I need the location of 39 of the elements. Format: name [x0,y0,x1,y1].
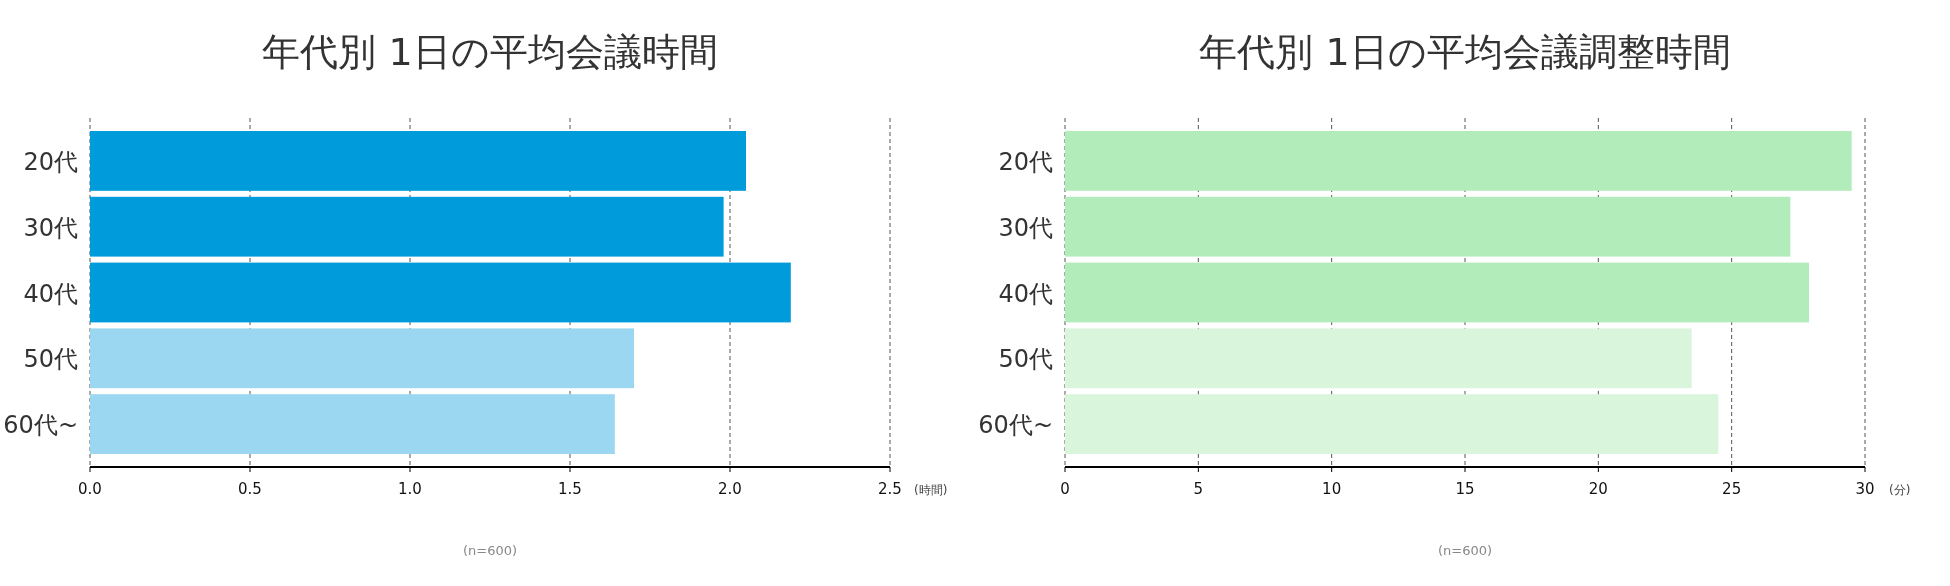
text: (n=600) [462,543,518,558]
x-tick-label: 25 [1722,480,1742,498]
x-tick-label: 2.5 [878,480,902,498]
text: (n=600) [1437,543,1493,558]
bar [90,131,746,191]
chart-title: 年代別 1日の平均会議調整時間 [1199,30,1731,74]
x-tick-label: 0.5 [238,480,262,498]
x-axis-title: (分) [1889,483,1911,497]
bar [90,196,724,257]
y-tick-label: 30代 [998,213,1053,242]
x-tick-label: 5 [1193,480,1204,498]
y-tick-label: 40代 [23,279,78,308]
x-tick-label: 0 [1060,480,1070,498]
x-tick-label: 30 [1855,480,1875,498]
x-tick-label: 15 [1455,480,1475,498]
y-tick-label: 50代 [23,345,78,374]
x-tick-label: 2.0 [718,480,742,498]
y-tick-label: 60代~ [3,411,78,440]
y-tick-label: 50代 [998,345,1053,374]
bar [1065,394,1719,454]
x-tick-label: 1.0 [398,480,422,498]
y-tick-label: 20代 [998,147,1053,176]
bar [90,328,634,389]
y-tick-label: 30代 [23,213,78,242]
chart-title: 年代別 1日の平均会議時間 [262,30,718,74]
bar [1065,131,1852,191]
x-axis-title: (時間) [914,483,948,497]
x-tick-label: 0.0 [78,480,102,498]
bar [1065,196,1791,257]
x-tick-label: 20 [1588,480,1608,498]
bar [90,262,791,323]
bar [90,394,615,454]
y-tick-label: 60代~ [978,411,1053,440]
bar [1065,262,1809,323]
x-tick-label: 1.5 [558,480,582,498]
y-tick-label: 40代 [998,279,1053,308]
x-tick-label: 10 [1322,480,1342,498]
bar [1065,328,1692,389]
y-tick-label: 20代 [23,147,78,176]
